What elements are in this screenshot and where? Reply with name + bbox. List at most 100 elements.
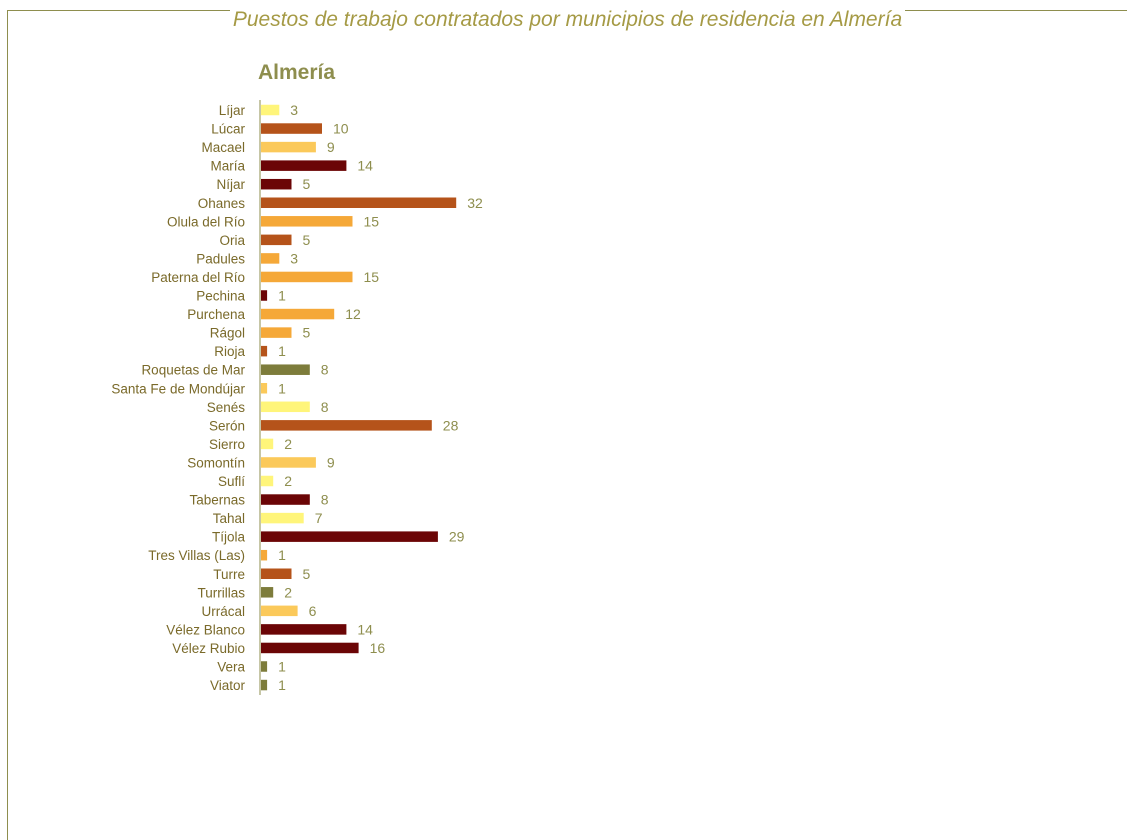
- bar: [261, 568, 292, 579]
- category-label: Sierro: [209, 437, 245, 452]
- bar: [261, 679, 268, 691]
- category-label: Tahal: [213, 511, 245, 526]
- bar: [261, 345, 268, 357]
- value-label: 2: [284, 584, 292, 600]
- value-label: 8: [321, 399, 329, 415]
- figure-title: Puestos de trabajo contratados por munic…: [229, 8, 906, 31]
- value-label: 1: [278, 380, 286, 396]
- value-label: 28: [443, 417, 459, 433]
- bar: [261, 141, 316, 153]
- bar: [261, 605, 298, 617]
- value-label: 8: [321, 362, 329, 378]
- value-label: 5: [303, 566, 311, 582]
- value-label: 7: [315, 510, 323, 526]
- category-label: Paterna del Río: [151, 270, 245, 285]
- bar: [261, 420, 432, 431]
- bar: [261, 475, 274, 487]
- value-label: 15: [364, 269, 380, 285]
- value-label: 8: [321, 492, 329, 508]
- bar: [261, 661, 268, 672]
- category-label: Rágol: [210, 326, 245, 341]
- value-label: 5: [303, 325, 311, 341]
- bar: [261, 216, 353, 227]
- value-label: 1: [278, 677, 286, 693]
- chart-title: Almería: [258, 61, 336, 84]
- value-label: 29: [449, 529, 465, 545]
- category-label: Padules: [196, 251, 245, 266]
- bar: [261, 178, 292, 190]
- value-label: 1: [278, 288, 286, 304]
- category-label: Vélez Blanco: [166, 622, 245, 637]
- bar: [261, 494, 310, 505]
- value-label: 15: [364, 213, 380, 229]
- category-label: Urrácal: [201, 604, 245, 619]
- bar: [261, 290, 268, 301]
- bar: [261, 271, 353, 283]
- value-label: 1: [278, 547, 286, 563]
- bar: [261, 197, 457, 208]
- value-label: 14: [357, 621, 373, 637]
- value-label: 2: [284, 436, 292, 452]
- category-label: Ohanes: [198, 196, 246, 211]
- value-label: 16: [370, 640, 386, 656]
- category-label: Serón: [209, 418, 245, 433]
- category-label: Roquetas de Mar: [141, 363, 245, 378]
- category-label: Purchena: [187, 307, 245, 322]
- value-label: 9: [327, 139, 335, 155]
- bar: [261, 438, 274, 450]
- value-label: 1: [278, 343, 286, 359]
- bar: [261, 234, 292, 246]
- value-label: 32: [467, 195, 483, 211]
- bar: [261, 531, 438, 542]
- bar: [261, 383, 268, 394]
- bar: [261, 123, 322, 134]
- bar-chart: Líjar 3 Lúcar 10 Macael 9 María 14 Níjar 5 Ohanes 3…: [111, 100, 483, 696]
- category-label: Suflí: [218, 474, 245, 489]
- category-label: Turre: [213, 567, 245, 582]
- value-label: 5: [303, 176, 311, 192]
- chart-frame: Puestos de trabajo contratados por munic…: [7, 7, 1127, 840]
- bar: [261, 624, 347, 635]
- value-label: 3: [290, 250, 298, 266]
- category-label: Rioja: [214, 344, 245, 359]
- category-label: Olula del Río: [167, 214, 245, 229]
- bar: [261, 457, 316, 468]
- bar: [261, 587, 274, 598]
- value-label: 10: [333, 121, 349, 137]
- bar: [261, 253, 280, 264]
- bar: [261, 549, 268, 561]
- category-label: Lúcar: [211, 122, 245, 137]
- value-label: 3: [290, 102, 298, 118]
- bar: [261, 642, 359, 654]
- category-label: Somontín: [187, 455, 245, 470]
- value-label: 2: [284, 473, 292, 489]
- bar: [261, 104, 280, 116]
- value-label: 12: [345, 306, 361, 322]
- category-label: Vélez Rubio: [172, 641, 245, 656]
- value-label: 6: [309, 603, 317, 619]
- category-label: Oria: [219, 233, 245, 248]
- value-label: 14: [357, 158, 373, 174]
- category-label: Pechina: [196, 289, 245, 304]
- category-label: Tabernas: [189, 493, 245, 508]
- category-label: Vera: [217, 660, 245, 675]
- category-label: Tres Villas (Las): [148, 548, 245, 563]
- bar: [261, 364, 310, 375]
- category-label: Santa Fe de Mondújar: [111, 381, 245, 396]
- value-label: 9: [327, 454, 335, 470]
- bar: [261, 308, 335, 320]
- category-label: Senés: [207, 400, 246, 415]
- bar: [261, 327, 292, 338]
- value-label: 1: [278, 659, 286, 675]
- frame-title-wrapper: Puestos de trabajo contratados por munic…: [8, 7, 1127, 33]
- category-label: Turrillas: [197, 585, 245, 600]
- value-label: 5: [303, 232, 311, 248]
- category-label: María: [210, 159, 245, 174]
- category-label: Tíjola: [212, 530, 246, 545]
- category-label: Níjar: [216, 177, 245, 192]
- bar: [261, 160, 347, 171]
- bar: [261, 512, 304, 524]
- category-label: Macael: [201, 140, 245, 155]
- bar: [261, 401, 310, 413]
- category-label: Líjar: [219, 103, 246, 118]
